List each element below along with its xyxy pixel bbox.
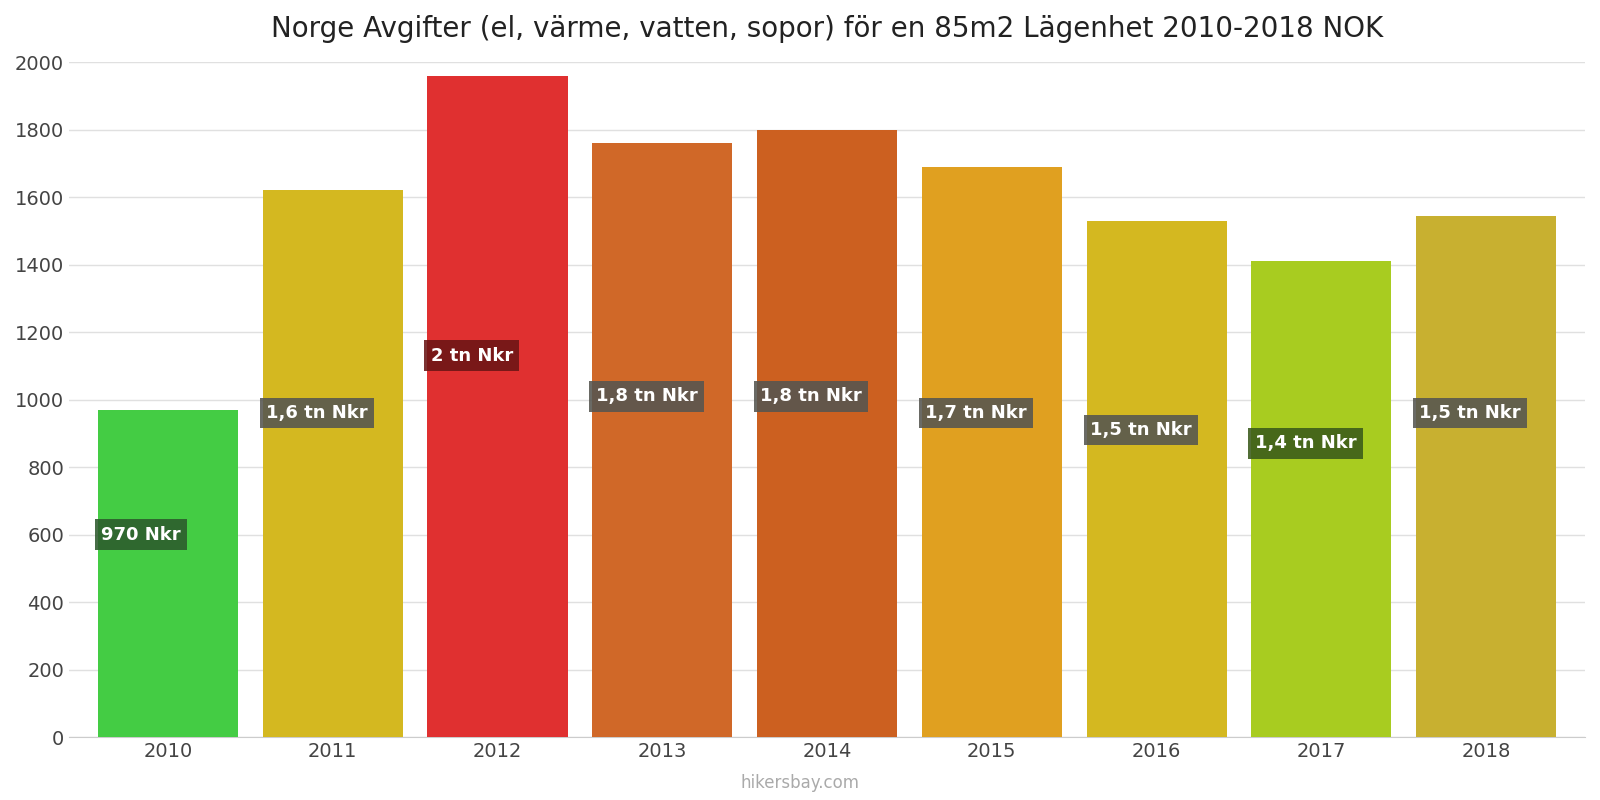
Text: 1,5 tn Nkr: 1,5 tn Nkr — [1090, 421, 1192, 439]
Text: 1,5 tn Nkr: 1,5 tn Nkr — [1419, 404, 1522, 422]
Bar — [1416, 215, 1557, 737]
Bar — [262, 190, 403, 737]
Text: 2 tn Nkr: 2 tn Nkr — [430, 346, 514, 365]
Bar — [1251, 261, 1392, 737]
Text: 970 Nkr: 970 Nkr — [101, 526, 181, 543]
Bar — [757, 130, 898, 737]
Text: hikersbay.com: hikersbay.com — [741, 774, 859, 792]
Text: 1,8 tn Nkr: 1,8 tn Nkr — [760, 387, 862, 405]
Bar — [98, 410, 238, 737]
Text: 1,8 tn Nkr: 1,8 tn Nkr — [595, 387, 698, 405]
Bar — [1086, 221, 1227, 737]
Bar — [922, 166, 1062, 737]
Text: 1,4 tn Nkr: 1,4 tn Nkr — [1254, 434, 1357, 453]
Text: 1,6 tn Nkr: 1,6 tn Nkr — [266, 404, 368, 422]
Title: Norge Avgifter (el, värme, vatten, sopor) för en 85m2 Lägenhet 2010-2018 NOK: Norge Avgifter (el, värme, vatten, sopor… — [270, 15, 1382, 43]
Bar — [592, 143, 733, 737]
Text: 1,7 tn Nkr: 1,7 tn Nkr — [925, 404, 1027, 422]
Bar — [427, 75, 568, 737]
